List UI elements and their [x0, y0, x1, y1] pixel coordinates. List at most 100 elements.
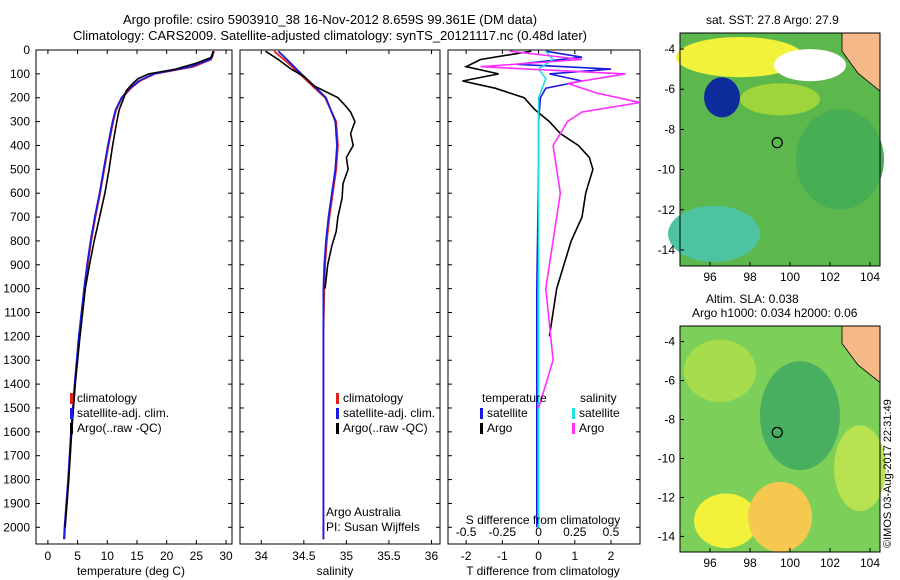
- legend-label: climatology: [77, 391, 138, 405]
- sla-map: 96 98 100 102 104 -4 -6 -8 -10 -12 -14: [658, 325, 886, 570]
- series-line-satellite-adj--clim-: [277, 50, 338, 540]
- map-y-tick-label: -6: [664, 374, 675, 388]
- depth-tick-label: 2000: [3, 520, 30, 534]
- map-frame: [679, 325, 881, 553]
- sla-map-title-1: Altim. SLA: 0.038: [706, 292, 799, 306]
- depth-tick-label: 900: [10, 258, 30, 272]
- depth-tick-label: 1700: [3, 449, 30, 463]
- map-y-tick-label: -8: [664, 413, 675, 427]
- series-line-argo: [64, 51, 214, 528]
- figure-title-line1: Argo profile: csiro 5903910_38 16-Nov-20…: [122, 12, 538, 27]
- s-tick-label: 0: [535, 525, 542, 539]
- series-line-t-argo: [462, 50, 594, 337]
- depth-tick-label: 1200: [3, 329, 30, 343]
- argo-position-marker: [771, 426, 783, 438]
- depth-tick-label: 700: [10, 210, 30, 224]
- sst-map: 96 98 100 102 104 -4 -6 -8 -10 -12 -14: [658, 32, 884, 284]
- panel-frame-1: [239, 49, 441, 545]
- imos-credit: ©IMOS 03-Aug-2017 22:31:49: [882, 399, 894, 548]
- legend-swatch-satellite: [70, 408, 73, 419]
- map-x-tick-label: 100: [780, 556, 800, 570]
- legend-swatch-climatology: [70, 393, 73, 404]
- series-line-climatology: [63, 50, 216, 540]
- depth-tick-label: 1000: [3, 282, 30, 296]
- map-field-patch: [760, 361, 840, 471]
- legend-label: Argo(..raw -QC): [77, 421, 162, 435]
- s-tick-label: 0.5: [603, 525, 620, 539]
- depth-tick-label: 1600: [3, 425, 30, 439]
- map-field-patch: [834, 425, 886, 512]
- s-tick-label: -0.25: [489, 525, 517, 539]
- diff-sal-legend: salinity satellite Argo: [572, 391, 620, 436]
- legend-swatch-climatology: [336, 393, 339, 404]
- x-tick-label: 0: [45, 549, 52, 563]
- temp-legend: climatology satellite-adj. clim. Argo(..…: [70, 391, 169, 436]
- x-tick-label: 36: [425, 549, 439, 563]
- x-tick-label: 30: [219, 549, 233, 563]
- map-field-patch: [748, 481, 812, 552]
- map-x-tick-label: 100: [780, 270, 800, 284]
- x-tick-label: 35: [340, 549, 354, 563]
- sla-map-title-2: Argo h1000: 0.034 h2000: 0.06: [692, 306, 858, 320]
- map-x-tick-label: 104: [860, 270, 880, 284]
- depth-tick-label: 600: [10, 186, 30, 200]
- legend-label: satellite: [487, 406, 528, 420]
- depth-tick-label: 400: [10, 138, 30, 152]
- x-tick-label: 5: [74, 549, 81, 563]
- legend-label: Argo: [579, 421, 605, 435]
- legend-label: Argo(..raw -QC): [343, 421, 428, 435]
- map-frame: [679, 32, 881, 267]
- diff-s-xlabel: S difference from climatology: [465, 513, 621, 527]
- series-line-climatology: [273, 50, 339, 540]
- figure-title-line2: Climatology: CARS2009. Satellite-adjuste…: [72, 28, 587, 43]
- map-x-tick-label: 104: [860, 556, 880, 570]
- sst-map-title: sat. SST: 27.8 Argo: 27.9: [706, 13, 839, 27]
- depth-tick-label: 1400: [3, 377, 30, 391]
- map-y-tick-label: -14: [658, 243, 676, 257]
- depth-tick-label: 200: [10, 91, 30, 105]
- x-tick-label: -1: [497, 549, 508, 563]
- depth-tick-label: 1900: [3, 496, 30, 510]
- map-x-tick-label: 102: [820, 270, 840, 284]
- map-y-tick-label: -12: [658, 490, 676, 504]
- x-tick-label: 35.5: [377, 549, 401, 563]
- map-x-tick-label: 98: [743, 270, 757, 284]
- legend-swatch-t-argo: [480, 423, 483, 434]
- temp-xlabel: temperature (deg C): [76, 564, 186, 578]
- depth-tick-label: 300: [10, 115, 30, 129]
- map-field-patch: [704, 77, 740, 118]
- legend-title: salinity: [580, 391, 617, 405]
- map-x-tick-label: 96: [703, 556, 717, 570]
- map-x-tick-label: 102: [820, 556, 840, 570]
- depth-tick-label: 1100: [4, 306, 30, 320]
- map-field-patch: [774, 49, 846, 82]
- map-field-patch: [740, 83, 820, 116]
- x-tick-label: 10: [101, 549, 115, 563]
- legend-label: climatology: [343, 391, 404, 405]
- x-tick-label: 2: [608, 549, 615, 563]
- map-y-tick-label: -10: [658, 451, 676, 465]
- sal-xlabel: salinity: [316, 564, 354, 578]
- legend-title: temperature: [482, 391, 547, 405]
- argo-position-marker: [771, 137, 783, 149]
- legend-swatch-s-satellite: [572, 408, 575, 419]
- sal-legend: climatology satellite-adj. clim. Argo(..…: [336, 391, 435, 436]
- legend-swatch-t-satellite: [480, 408, 483, 419]
- depth-tick-label: 1500: [3, 401, 30, 415]
- map-y-tick-label: -10: [658, 163, 676, 177]
- map-x-tick-label: 96: [703, 270, 717, 284]
- map-field-patch: [668, 205, 760, 262]
- legend-swatch-argo: [70, 423, 73, 434]
- x-tick-label: 34.5: [292, 549, 316, 563]
- map-y-tick-label: -14: [658, 529, 676, 543]
- depth-tick-label: 1300: [3, 353, 30, 367]
- panel-frame-0: [35, 49, 233, 545]
- map-y-tick-label: -8: [664, 122, 675, 136]
- panel-frame-2: [447, 49, 641, 545]
- x-tick-label: 34: [255, 549, 269, 563]
- legend-swatch-satellite: [336, 408, 339, 419]
- annotation-line1: Argo Australia: [326, 505, 401, 519]
- map-y-tick-label: -4: [664, 42, 675, 56]
- series-line-argo: [265, 50, 356, 289]
